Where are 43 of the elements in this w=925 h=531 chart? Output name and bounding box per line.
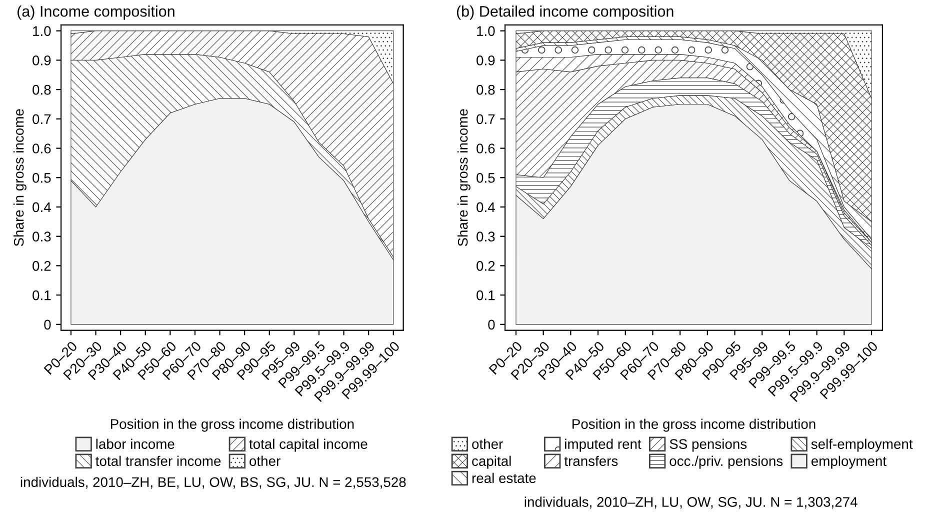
x-axis-title: Position in the gross income distribution xyxy=(110,418,354,432)
chart-title: (a) Income composition xyxy=(18,6,174,20)
y-tick-label: 0.2 xyxy=(32,261,51,271)
y-tick-label: 0.9 xyxy=(476,56,495,66)
legend-label: transfers xyxy=(564,456,618,466)
y-tick-label: 0.4 xyxy=(476,202,495,212)
y-tick-label: 0.3 xyxy=(476,232,495,242)
y-tick-label: 0.1 xyxy=(32,290,51,300)
y-tick-label: 0.3 xyxy=(32,232,51,242)
y-tick-label: 0 xyxy=(44,320,51,330)
y-tick-label: 0.7 xyxy=(476,114,495,124)
y-tick-label: 0.6 xyxy=(32,144,51,154)
y-tick-label: 0.6 xyxy=(476,144,495,154)
y-axis-title: Share in gross income xyxy=(458,109,470,246)
legend-label: other xyxy=(472,438,503,449)
legend-label: total transfer income xyxy=(96,456,221,466)
y-tick-label: 0.2 xyxy=(476,261,495,271)
legend-label: other xyxy=(250,456,280,466)
y-tick-label: 0.5 xyxy=(476,172,495,183)
legend-label: occ./priv. pensions xyxy=(670,456,783,469)
legend-label: SS pensions xyxy=(670,438,747,452)
x-axis-title: Position in the gross income distribution xyxy=(572,418,816,432)
y-tick-label: 0 xyxy=(488,320,495,330)
y-tick-label: 0.5 xyxy=(32,172,51,183)
text: individuals, 2010–ZH, LU, OW, SG, JU. N = 1,303,274 xyxy=(524,496,858,509)
y-tick-label: 0.8 xyxy=(476,84,495,95)
legend-label: labor income xyxy=(96,438,174,449)
y-tick-label: 0.7 xyxy=(32,114,51,124)
y-tick-label: 0.4 xyxy=(32,202,51,212)
chart-title: (b) Detailed income composition xyxy=(456,6,674,20)
text: individuals, 2010–ZH, BE, LU, OW, BS, SG, JU. N = 2,553,528 xyxy=(20,476,406,489)
y-tick-label: 1.0 xyxy=(33,26,51,36)
legend-label: capital xyxy=(472,456,511,469)
y-tick-label: 0.8 xyxy=(32,84,51,95)
y-axis-title: Share in gross income xyxy=(14,109,26,246)
y-tick-label: 0.9 xyxy=(32,56,51,66)
legend-label: total capital income xyxy=(249,438,368,452)
y-tick-label: 1.0 xyxy=(477,26,495,36)
legend-label: employment xyxy=(811,456,886,469)
y-tick-label: 0.1 xyxy=(476,290,495,300)
legend-label: self-employment xyxy=(811,438,913,452)
legend-label: real estate xyxy=(472,472,536,484)
legend-label: imputed rent xyxy=(565,438,642,452)
